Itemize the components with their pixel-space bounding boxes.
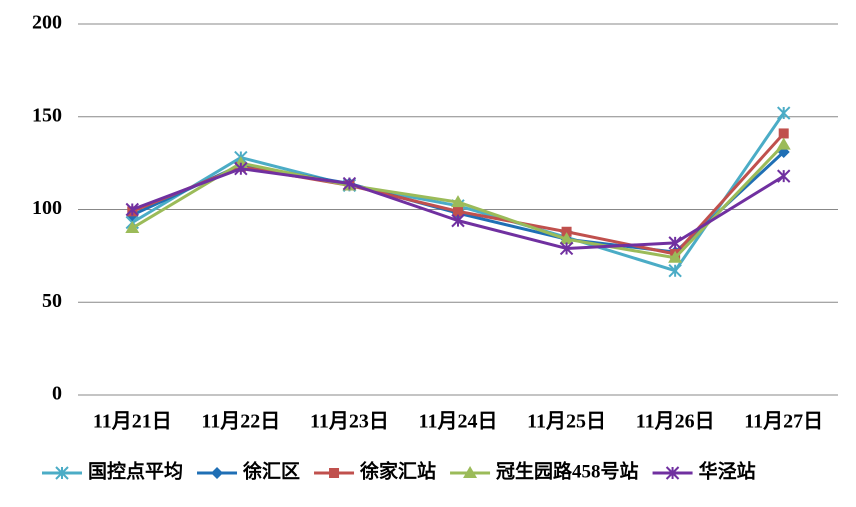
marker	[668, 250, 683, 263]
marker	[125, 202, 139, 217]
marker	[234, 161, 248, 176]
x-tick-label: 11月22日	[201, 411, 280, 433]
y-tick-label: 150	[32, 104, 62, 126]
marker	[211, 467, 224, 479]
marker	[55, 466, 69, 480]
x-tick-label: 11月26日	[636, 411, 715, 433]
x-tick-label: 11月25日	[527, 411, 606, 433]
marker	[559, 241, 574, 256]
legend-label: 徐汇区	[242, 459, 300, 482]
marker	[463, 466, 478, 478]
marker	[665, 466, 680, 480]
marker	[451, 195, 465, 208]
legend: 国控点平均 徐汇区 徐家汇站 冠生园路458号站 华泾站	[42, 459, 756, 482]
marker	[561, 226, 572, 237]
y-tick-label: 200	[32, 12, 62, 34]
legend-label: 华泾站	[699, 459, 756, 482]
y-tick-label: 100	[32, 197, 62, 219]
marker	[668, 236, 682, 250]
marker	[777, 106, 791, 120]
y-tick-label: 50	[42, 290, 62, 312]
marker	[559, 232, 574, 245]
marker	[453, 206, 463, 217]
marker	[451, 213, 465, 228]
marker	[125, 221, 140, 234]
x-tick-label: 11月27日	[744, 411, 823, 433]
marker	[776, 137, 791, 150]
marker	[777, 169, 791, 183]
marker	[342, 176, 357, 191]
x-tick-label: 11月21日	[93, 411, 172, 433]
marker	[778, 128, 789, 139]
x-tick-label: 11月23日	[310, 411, 389, 433]
legend-label: 徐家汇站	[359, 459, 436, 482]
legend-label: 冠生园路458号站	[496, 459, 639, 482]
x-tick-label: 11月24日	[419, 411, 498, 433]
legend-label: 国控点平均	[88, 459, 183, 482]
marker	[329, 468, 340, 478]
marker	[668, 264, 682, 278]
y-tick-label: 0	[52, 383, 62, 405]
